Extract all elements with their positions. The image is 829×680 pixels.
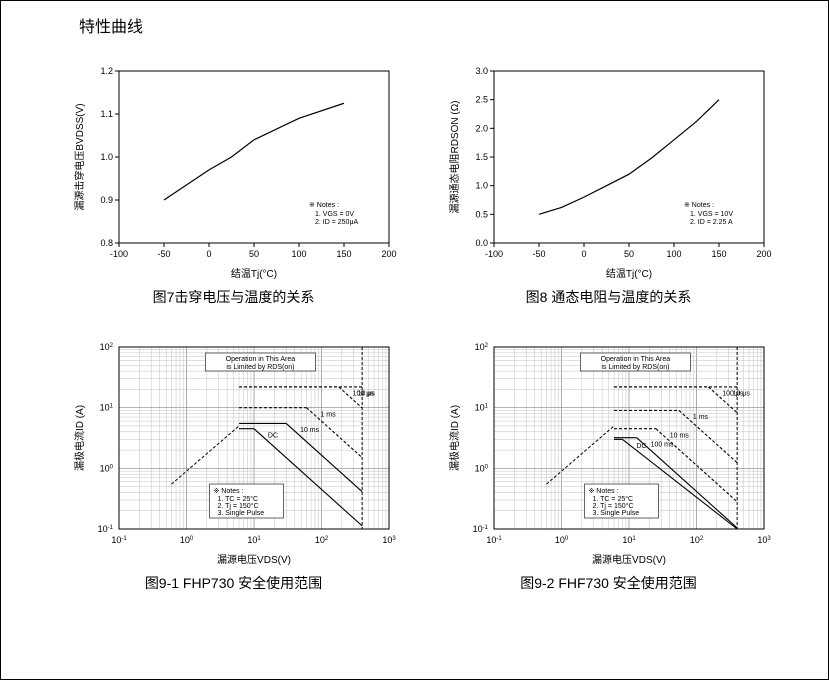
chart9-2-cell: 10-1 100 101 102 103 10-1 100 101 102 漏源电压VDS(V) 漏… (436, 337, 781, 593)
svg-text:101: 101 (99, 403, 113, 413)
svg-text:101: 101 (474, 403, 488, 413)
svg-text:3.0: 3.0 (475, 66, 488, 76)
chart7-svg: -100 -50 0 50 100 150 200 0.8 0.9 1.0 1.1 1.2 结温Tj(°… (69, 61, 399, 281)
svg-text:-50: -50 (157, 249, 170, 259)
chart9-2-svg: 10-1 100 101 102 103 10-1 100 101 102 漏源电压VDS(V) 漏… (444, 337, 774, 567)
svg-text:2. Tj = 150°C: 2. Tj = 150°C (217, 502, 258, 510)
svg-text:3. Single Pulse: 3. Single Pulse (217, 510, 264, 517)
svg-text:100: 100 (554, 535, 568, 545)
svg-text:-100: -100 (484, 249, 502, 259)
svg-text:0.5: 0.5 (475, 209, 488, 219)
svg-text:10 ms: 10 ms (669, 432, 689, 439)
svg-text:100: 100 (179, 535, 193, 545)
page-title: 特性曲线 (79, 13, 143, 37)
svg-text:结温Tj(°C): 结温Tj(°C) (605, 267, 651, 280)
svg-text:漏源通态电阻RDSON (Ω): 漏源通态电阻RDSON (Ω) (448, 100, 461, 213)
svg-text:※ Notes :: ※ Notes : (309, 202, 339, 209)
svg-text:1. VGS = 10V: 1. VGS = 10V (690, 211, 733, 218)
svg-text:Operation in This Area: Operation in This Area (600, 356, 670, 363)
svg-text:0: 0 (581, 249, 586, 259)
svg-text:0: 0 (206, 249, 211, 259)
svg-text:结温Tj(°C): 结温Tj(°C) (230, 267, 276, 280)
svg-text:is Limited by RDS(on): is Limited by RDS(on) (226, 364, 294, 371)
chart7-cell: -100 -50 0 50 100 150 200 0.8 0.9 1.0 1.1 1.2 结温Tj(°… (61, 61, 406, 307)
svg-text:DC: DC (636, 443, 646, 450)
svg-text:1. TC = 25°C: 1. TC = 25°C (592, 495, 633, 503)
svg-text:10-1: 10-1 (111, 535, 127, 545)
svg-text:0.8: 0.8 (100, 238, 113, 248)
svg-text:2.0: 2.0 (475, 123, 488, 133)
svg-text:102: 102 (99, 342, 113, 352)
svg-text:1. TC = 25°C: 1. TC = 25°C (217, 495, 258, 503)
svg-text:10 ms: 10 ms (300, 427, 320, 434)
svg-text:10-1: 10-1 (486, 535, 502, 545)
svg-text:漏源击穿电压BVDSS(V): 漏源击穿电压BVDSS(V) (73, 103, 86, 210)
chart8-caption: 图8 通态电阻与温度的关系 (526, 287, 692, 307)
svg-text:102: 102 (689, 535, 703, 545)
svg-text:DC: DC (267, 432, 277, 439)
svg-text:※ Notes :: ※ Notes : (684, 202, 714, 209)
svg-text:2.5: 2.5 (475, 95, 488, 105)
svg-text:100: 100 (666, 249, 681, 259)
svg-text:1.0: 1.0 (100, 152, 113, 162)
svg-text:漏极电流ID (A): 漏极电流ID (A) (73, 405, 86, 471)
svg-text:200: 200 (381, 249, 396, 259)
svg-text:-100: -100 (109, 249, 127, 259)
svg-text:101: 101 (622, 535, 636, 545)
svg-text:1 ms: 1 ms (692, 414, 708, 421)
svg-text:103: 103 (382, 535, 396, 545)
svg-text:100: 100 (99, 463, 113, 473)
svg-text:102: 102 (474, 342, 488, 352)
svg-text:漏源电压VDS(V): 漏源电压VDS(V) (592, 553, 666, 566)
svg-text:3. Single Pulse: 3. Single Pulse (592, 510, 639, 517)
svg-text:102: 102 (314, 535, 328, 545)
chart9-2-caption: 图9-2 FHF730 安全使用范围 (520, 573, 697, 593)
svg-text:1.1: 1.1 (100, 109, 113, 119)
svg-text:1.0: 1.0 (475, 181, 488, 191)
chart9-1-svg: 10-1 100 101 102 103 10-1 100 101 102 漏源电压VDS(V) 漏… (69, 337, 399, 567)
svg-text:1 ms: 1 ms (320, 411, 336, 418)
svg-text:0.9: 0.9 (100, 195, 113, 205)
chart-grid: -100 -50 0 50 100 150 200 0.8 0.9 1.0 1.1 1.2 结温Tj(°… (61, 61, 781, 593)
svg-text:2. ID = 2.25 A: 2. ID = 2.25 A (690, 219, 733, 226)
svg-text:100: 100 (291, 249, 306, 259)
svg-text:Operation in This Area: Operation in This Area (225, 356, 295, 363)
svg-text:1.5: 1.5 (475, 152, 488, 162)
svg-text:200: 200 (756, 249, 771, 259)
svg-text:103: 103 (757, 535, 771, 545)
svg-text:※ Notes :: ※ Notes : (588, 488, 618, 495)
svg-text:is Limited by RDS(on): is Limited by RDS(on) (601, 364, 669, 371)
svg-text:100 μs: 100 μs (352, 391, 374, 398)
svg-text:10-1: 10-1 (97, 524, 113, 534)
svg-text:漏极电流ID (A): 漏极电流ID (A) (448, 405, 461, 471)
svg-text:1. VGS = 0V: 1. VGS = 0V (315, 211, 354, 218)
svg-text:漏源电压VDS(V): 漏源电压VDS(V) (217, 553, 291, 566)
svg-text:10-1: 10-1 (472, 524, 488, 534)
svg-text:2. ID = 250μA: 2. ID = 250μA (315, 219, 358, 226)
svg-text:100 μs: 100 μs (722, 391, 744, 398)
svg-text:※ Notes :: ※ Notes : (213, 488, 243, 495)
svg-text:-50: -50 (532, 249, 545, 259)
chart8-svg: -100 -50 0 50 100 150 200 0.0 0.5 1.0 1.5 2.0 2.5 3.0… (444, 61, 774, 281)
svg-text:150: 150 (336, 249, 351, 259)
svg-text:1.2: 1.2 (100, 66, 113, 76)
svg-text:50: 50 (623, 249, 633, 259)
chart7-caption: 图7击穿电压与温度的关系 (153, 287, 315, 307)
svg-text:100 ms: 100 ms (650, 441, 673, 448)
svg-text:2. Tj = 150°C: 2. Tj = 150°C (592, 502, 633, 510)
svg-text:50: 50 (248, 249, 258, 259)
svg-text:101: 101 (247, 535, 261, 545)
chart8-cell: -100 -50 0 50 100 150 200 0.0 0.5 1.0 1.5 2.0 2.5 3.0… (436, 61, 781, 307)
svg-text:150: 150 (711, 249, 726, 259)
svg-text:100: 100 (474, 463, 488, 473)
chart9-1-caption: 图9-1 FHP730 安全使用范围 (145, 573, 322, 593)
chart9-1-cell: 10-1 100 101 102 103 10-1 100 101 102 漏源电压VDS(V) 漏… (61, 337, 406, 593)
svg-text:0.0: 0.0 (475, 238, 488, 248)
